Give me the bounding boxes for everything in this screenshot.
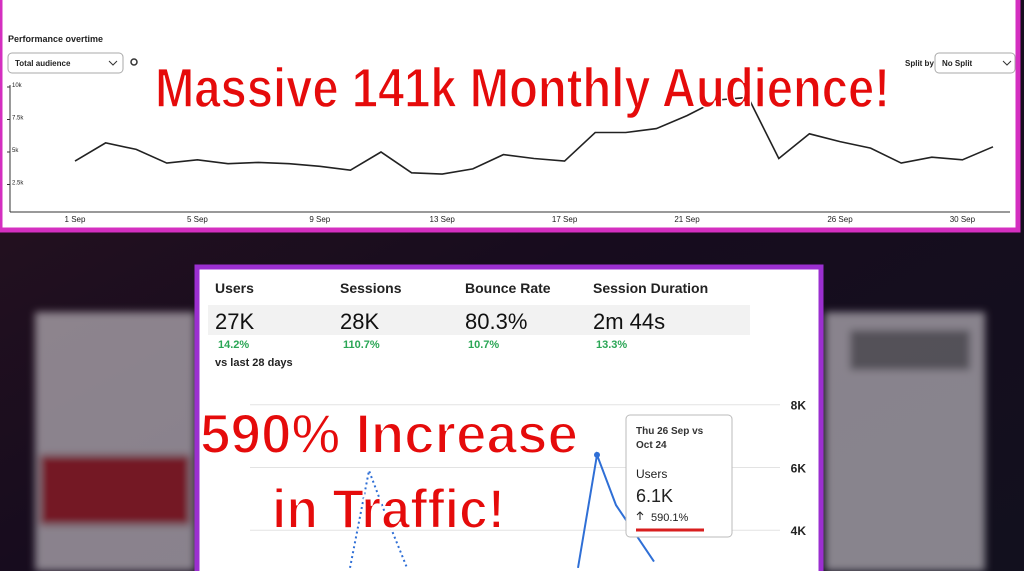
- data-line: [577, 451, 655, 569]
- data-line: [74, 96, 994, 175]
- dropdown-text: Total audience: [15, 59, 71, 68]
- tooltip-title: Oct 24: [636, 440, 667, 451]
- tooltip-metric: Users: [636, 467, 667, 481]
- hover-point: [594, 451, 600, 458]
- stat-label: Sessions: [340, 280, 402, 296]
- stat-label: Bounce Rate: [465, 280, 551, 296]
- x-tick-label: 17 Sep: [552, 215, 578, 224]
- blurred-backdrop: [35, 312, 985, 571]
- tooltip-change: 590.1%: [651, 512, 689, 524]
- comparison-text: vs last 28 days: [215, 357, 293, 369]
- y-tick-label: 8K: [791, 399, 807, 413]
- y-tick-label: 7.5k: [12, 116, 24, 122]
- x-tick-label: 5 Sep: [187, 215, 208, 224]
- stat-change: 110.7%: [343, 339, 380, 351]
- stat-change: 10.7%: [468, 339, 499, 351]
- dropdown-text: No Split: [942, 59, 973, 68]
- stat-value: 27K: [215, 309, 254, 334]
- info-icon[interactable]: [130, 58, 138, 66]
- x-tick-label: 30 Sep: [950, 215, 976, 224]
- y-tick-label: 2.5k: [12, 181, 24, 187]
- stat-value: 80.3%: [465, 309, 527, 334]
- x-tick-label: 9 Sep: [309, 215, 330, 224]
- tooltip: [625, 414, 733, 538]
- x-tick-label: 26 Sep: [827, 215, 853, 224]
- up-arrow: [636, 511, 644, 520]
- x-tick-label: 21 Sep: [674, 215, 700, 224]
- dropdown-caret: [108, 60, 118, 66]
- stat-label: Session Duration: [593, 280, 708, 296]
- y-tick-label: 5k: [12, 148, 19, 154]
- stat-change: 14.2%: [218, 339, 249, 351]
- stat-value: 28K: [340, 309, 379, 334]
- split-label: Split by: [905, 59, 934, 68]
- stats-row-bg: [208, 305, 750, 335]
- subline: in Traffic!: [272, 477, 505, 540]
- headline: Massive 141k Monthly Audience!: [155, 56, 890, 119]
- tooltip-title: Thu 26 Sep vs: [636, 426, 704, 437]
- stat-label: Users: [215, 280, 254, 296]
- stat-value: 2m 44s: [593, 309, 665, 334]
- audience-dropdown[interactable]: [7, 52, 124, 74]
- split-dropdown[interactable]: [934, 52, 1016, 74]
- subline: 590% Increase: [200, 402, 578, 465]
- y-tick-label: 10k: [12, 83, 23, 89]
- dropdown-caret: [1002, 60, 1012, 66]
- top-panel: [0, 0, 1021, 233]
- stats: Users 27K 14.2% Sessions 28K 110.7% Bounce Rat…: [215, 280, 708, 351]
- top-chart: 2.5k 5k 7.5k 10k 1 Sep 5 Sep 9 Sep 13 Sep 17 Sep…: [7, 83, 994, 224]
- stat-change: 13.3%: [596, 339, 627, 351]
- chart-title: Performance overtime: [8, 34, 103, 44]
- x-tick-label: 1 Sep: [65, 215, 86, 224]
- x-tick-label: 13 Sep: [430, 215, 456, 224]
- tooltip-value: 6.1K: [636, 486, 673, 506]
- y-tick-label: 6K: [791, 461, 807, 475]
- y-tick-label: 4K: [791, 524, 807, 538]
- data-line: [349, 466, 408, 569]
